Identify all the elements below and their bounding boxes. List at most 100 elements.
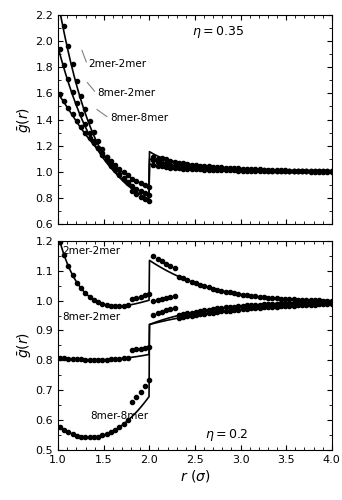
Point (316, 296, 322, 304)
Point (316, 168, 322, 175)
Point (210, 162, 215, 170)
Point (104, 356, 109, 364)
Point (172, 164, 177, 172)
Point (201, 282, 207, 290)
Point (261, 300, 266, 308)
Point (291, 166, 296, 174)
Point (287, 296, 292, 304)
Point (244, 302, 250, 310)
Point (129, 398, 135, 406)
Point (206, 162, 211, 170)
Point (108, 356, 114, 364)
Point (236, 164, 241, 172)
Point (70, 60, 76, 68)
Point (78, 92, 84, 100)
Point (269, 294, 275, 302)
Point (146, 343, 152, 351)
Point (197, 164, 203, 172)
Point (329, 168, 334, 175)
Point (265, 303, 271, 311)
Point (113, 166, 118, 173)
Point (269, 167, 275, 175)
Point (168, 161, 173, 169)
Point (129, 174, 135, 182)
Point (299, 167, 305, 175)
Point (206, 306, 211, 314)
Point (206, 164, 211, 172)
Point (95, 432, 101, 440)
Point (189, 278, 194, 286)
Point (197, 162, 203, 170)
Point (325, 168, 330, 175)
Point (129, 182, 135, 190)
Point (240, 302, 245, 310)
Point (159, 258, 165, 266)
Point (261, 294, 266, 302)
Point (78, 432, 84, 440)
Point (155, 158, 160, 166)
Point (155, 162, 160, 170)
Point (113, 426, 118, 434)
Point (299, 301, 305, 309)
Point (62, 22, 67, 30)
Point (138, 388, 143, 396)
Point (57, 46, 63, 54)
Point (163, 160, 169, 168)
Point (189, 165, 194, 173)
Point (57, 90, 63, 98)
Point (253, 167, 258, 175)
Point (91, 128, 97, 136)
Point (117, 164, 122, 172)
Text: 2mer-2mer: 2mer-2mer (88, 60, 146, 70)
Point (282, 168, 288, 175)
Point (214, 163, 220, 171)
Point (57, 354, 63, 362)
Point (172, 158, 177, 166)
Point (62, 60, 67, 68)
Point (274, 166, 279, 174)
Point (100, 432, 105, 440)
Point (57, 238, 63, 246)
Point (201, 166, 207, 173)
Point (121, 174, 127, 182)
Point (253, 166, 258, 173)
Point (248, 301, 254, 309)
Point (253, 292, 258, 300)
Point (100, 146, 105, 154)
Point (138, 344, 143, 352)
Point (134, 294, 139, 302)
Point (269, 166, 275, 174)
Point (159, 162, 165, 170)
Point (257, 166, 262, 173)
Point (134, 190, 139, 198)
Point (291, 168, 296, 175)
Point (206, 309, 211, 317)
Point (104, 154, 109, 162)
Point (70, 430, 76, 438)
Point (121, 175, 127, 183)
Point (125, 416, 131, 424)
Point (248, 304, 254, 312)
Point (113, 166, 118, 174)
Point (219, 308, 224, 316)
Y-axis label: $\bar{g}(r)$: $\bar{g}(r)$ (15, 106, 32, 132)
Point (185, 160, 190, 168)
Point (329, 296, 334, 304)
Point (134, 393, 139, 401)
Point (291, 302, 296, 310)
Point (66, 262, 71, 270)
Point (138, 193, 143, 201)
Point (261, 166, 266, 173)
Point (185, 276, 190, 284)
Point (70, 355, 76, 363)
Point (248, 165, 254, 173)
Point (66, 354, 71, 362)
Point (227, 166, 233, 174)
Point (172, 162, 177, 170)
Point (231, 302, 237, 310)
Point (261, 166, 266, 174)
Point (287, 167, 292, 175)
Point (74, 432, 80, 440)
Point (168, 305, 173, 313)
Point (180, 162, 186, 170)
